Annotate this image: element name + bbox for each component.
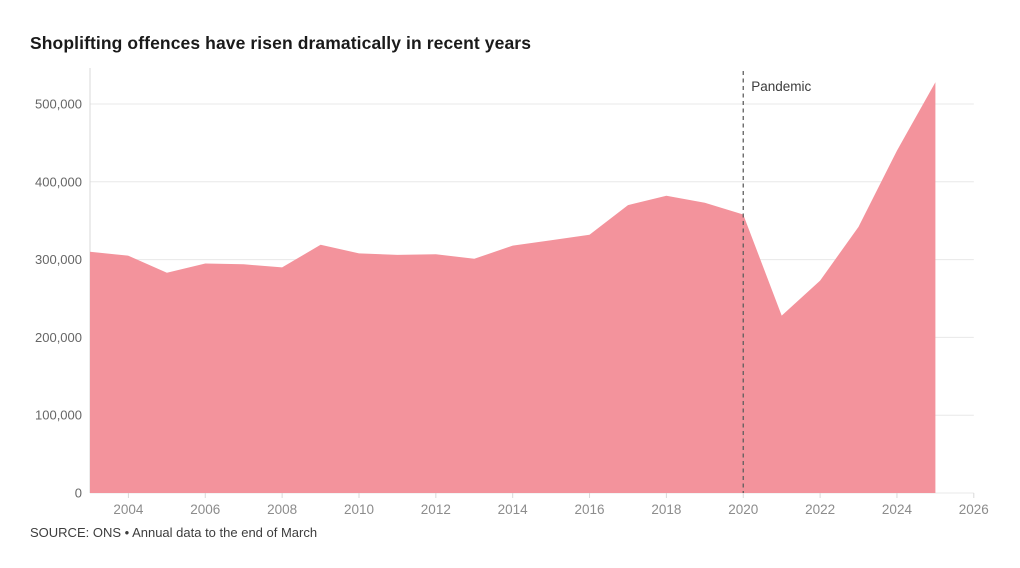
x-tick-label: 2018 — [651, 502, 681, 517]
chart-title: Shoplifting offences have risen dramatic… — [30, 33, 532, 53]
y-tick-label: 100,000 — [35, 408, 82, 423]
x-tick-label: 2004 — [113, 502, 144, 517]
x-tick-label: 2012 — [421, 502, 451, 517]
x-tick-label: 2008 — [267, 502, 297, 517]
offences-area-series — [90, 82, 936, 493]
x-tick-label: 2026 — [959, 502, 989, 517]
source-caption: SOURCE: ONS • Annual data to the end of … — [30, 525, 318, 540]
x-tick-label: 2020 — [728, 502, 758, 517]
y-tick-label: 400,000 — [35, 174, 82, 189]
x-tick-label: 2014 — [498, 502, 529, 517]
y-tick-label: 0 — [75, 486, 82, 501]
x-tick-label: 2016 — [575, 502, 605, 517]
y-tick-label: 300,000 — [35, 252, 82, 267]
pandemic-label: Pandemic — [751, 79, 811, 94]
x-tick-label: 2006 — [190, 502, 220, 517]
x-tick-label: 2024 — [882, 502, 913, 517]
x-tick-label: 2010 — [344, 502, 374, 517]
y-tick-label: 500,000 — [35, 97, 82, 112]
x-tick-label: 2022 — [805, 502, 835, 517]
y-tick-label: 200,000 — [35, 330, 82, 345]
